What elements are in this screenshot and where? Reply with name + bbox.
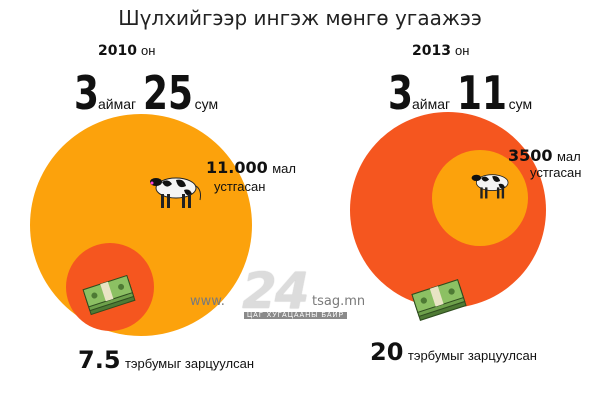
location-stat-2010: 3аймаг 25 сум [74,70,218,116]
spend-number: 20 [370,338,404,366]
livestock-number: 11.000 [206,158,268,177]
page-title: Шүлхийгээр ингэж мөнгө угаажээ [118,6,482,30]
spend-text: тэрбумыг зарцуулсан [124,356,255,371]
aimag-count: 3 [74,66,99,120]
sum-label: сум [508,96,533,112]
watermark-subtitle: ЦАГ ХУГАЦААНЫ БАЙР [244,312,348,319]
cow-icon [150,177,201,208]
livestock-unit: мал [556,149,581,164]
year-suffix: он [140,43,156,58]
sum-count: 11 [456,66,507,120]
location-stat-2013: 3аймаг 11 сум [388,70,532,116]
sum-label: сум [194,96,219,112]
livestock-text-2013: устгасан [530,165,582,180]
livestock-circle-2013 [432,150,528,246]
aimag-label: аймаг [412,96,451,112]
watermark-www: www. [190,294,225,309]
spend-text: тэрбумыг зарцуулсан [407,348,537,363]
livestock-label-2013: 3500 мал [508,146,581,166]
spend-number: 7.5 [78,346,121,374]
livestock-text-2010: устгасан [214,179,266,194]
aimag-label: аймаг [98,96,137,112]
livestock-unit: мал [272,161,296,176]
cow-icon [471,174,509,199]
livestock-number: 3500 [508,146,553,165]
aimag-count: 3 [388,66,413,120]
livestock-label-2010: 11.000 мал [206,158,296,178]
year-number: 2013 [412,43,451,59]
watermark-logo: 24 [242,262,310,320]
year-2010: 2010 он [98,42,155,59]
spend-label-2010: 7.5 тэрбумыг зарцуулсан [78,346,254,374]
cash-stack-icon [411,279,467,321]
watermark-domain: tsag.mn [312,294,366,309]
sum-count: 25 [142,66,193,120]
cash-stack-icon [82,274,136,316]
year-number: 2010 [98,43,137,59]
spend-label-2013: 20 тэрбумыг зарцуулсан [370,338,537,366]
year-suffix: он [454,43,470,58]
year-2013: 2013 он [412,42,469,59]
